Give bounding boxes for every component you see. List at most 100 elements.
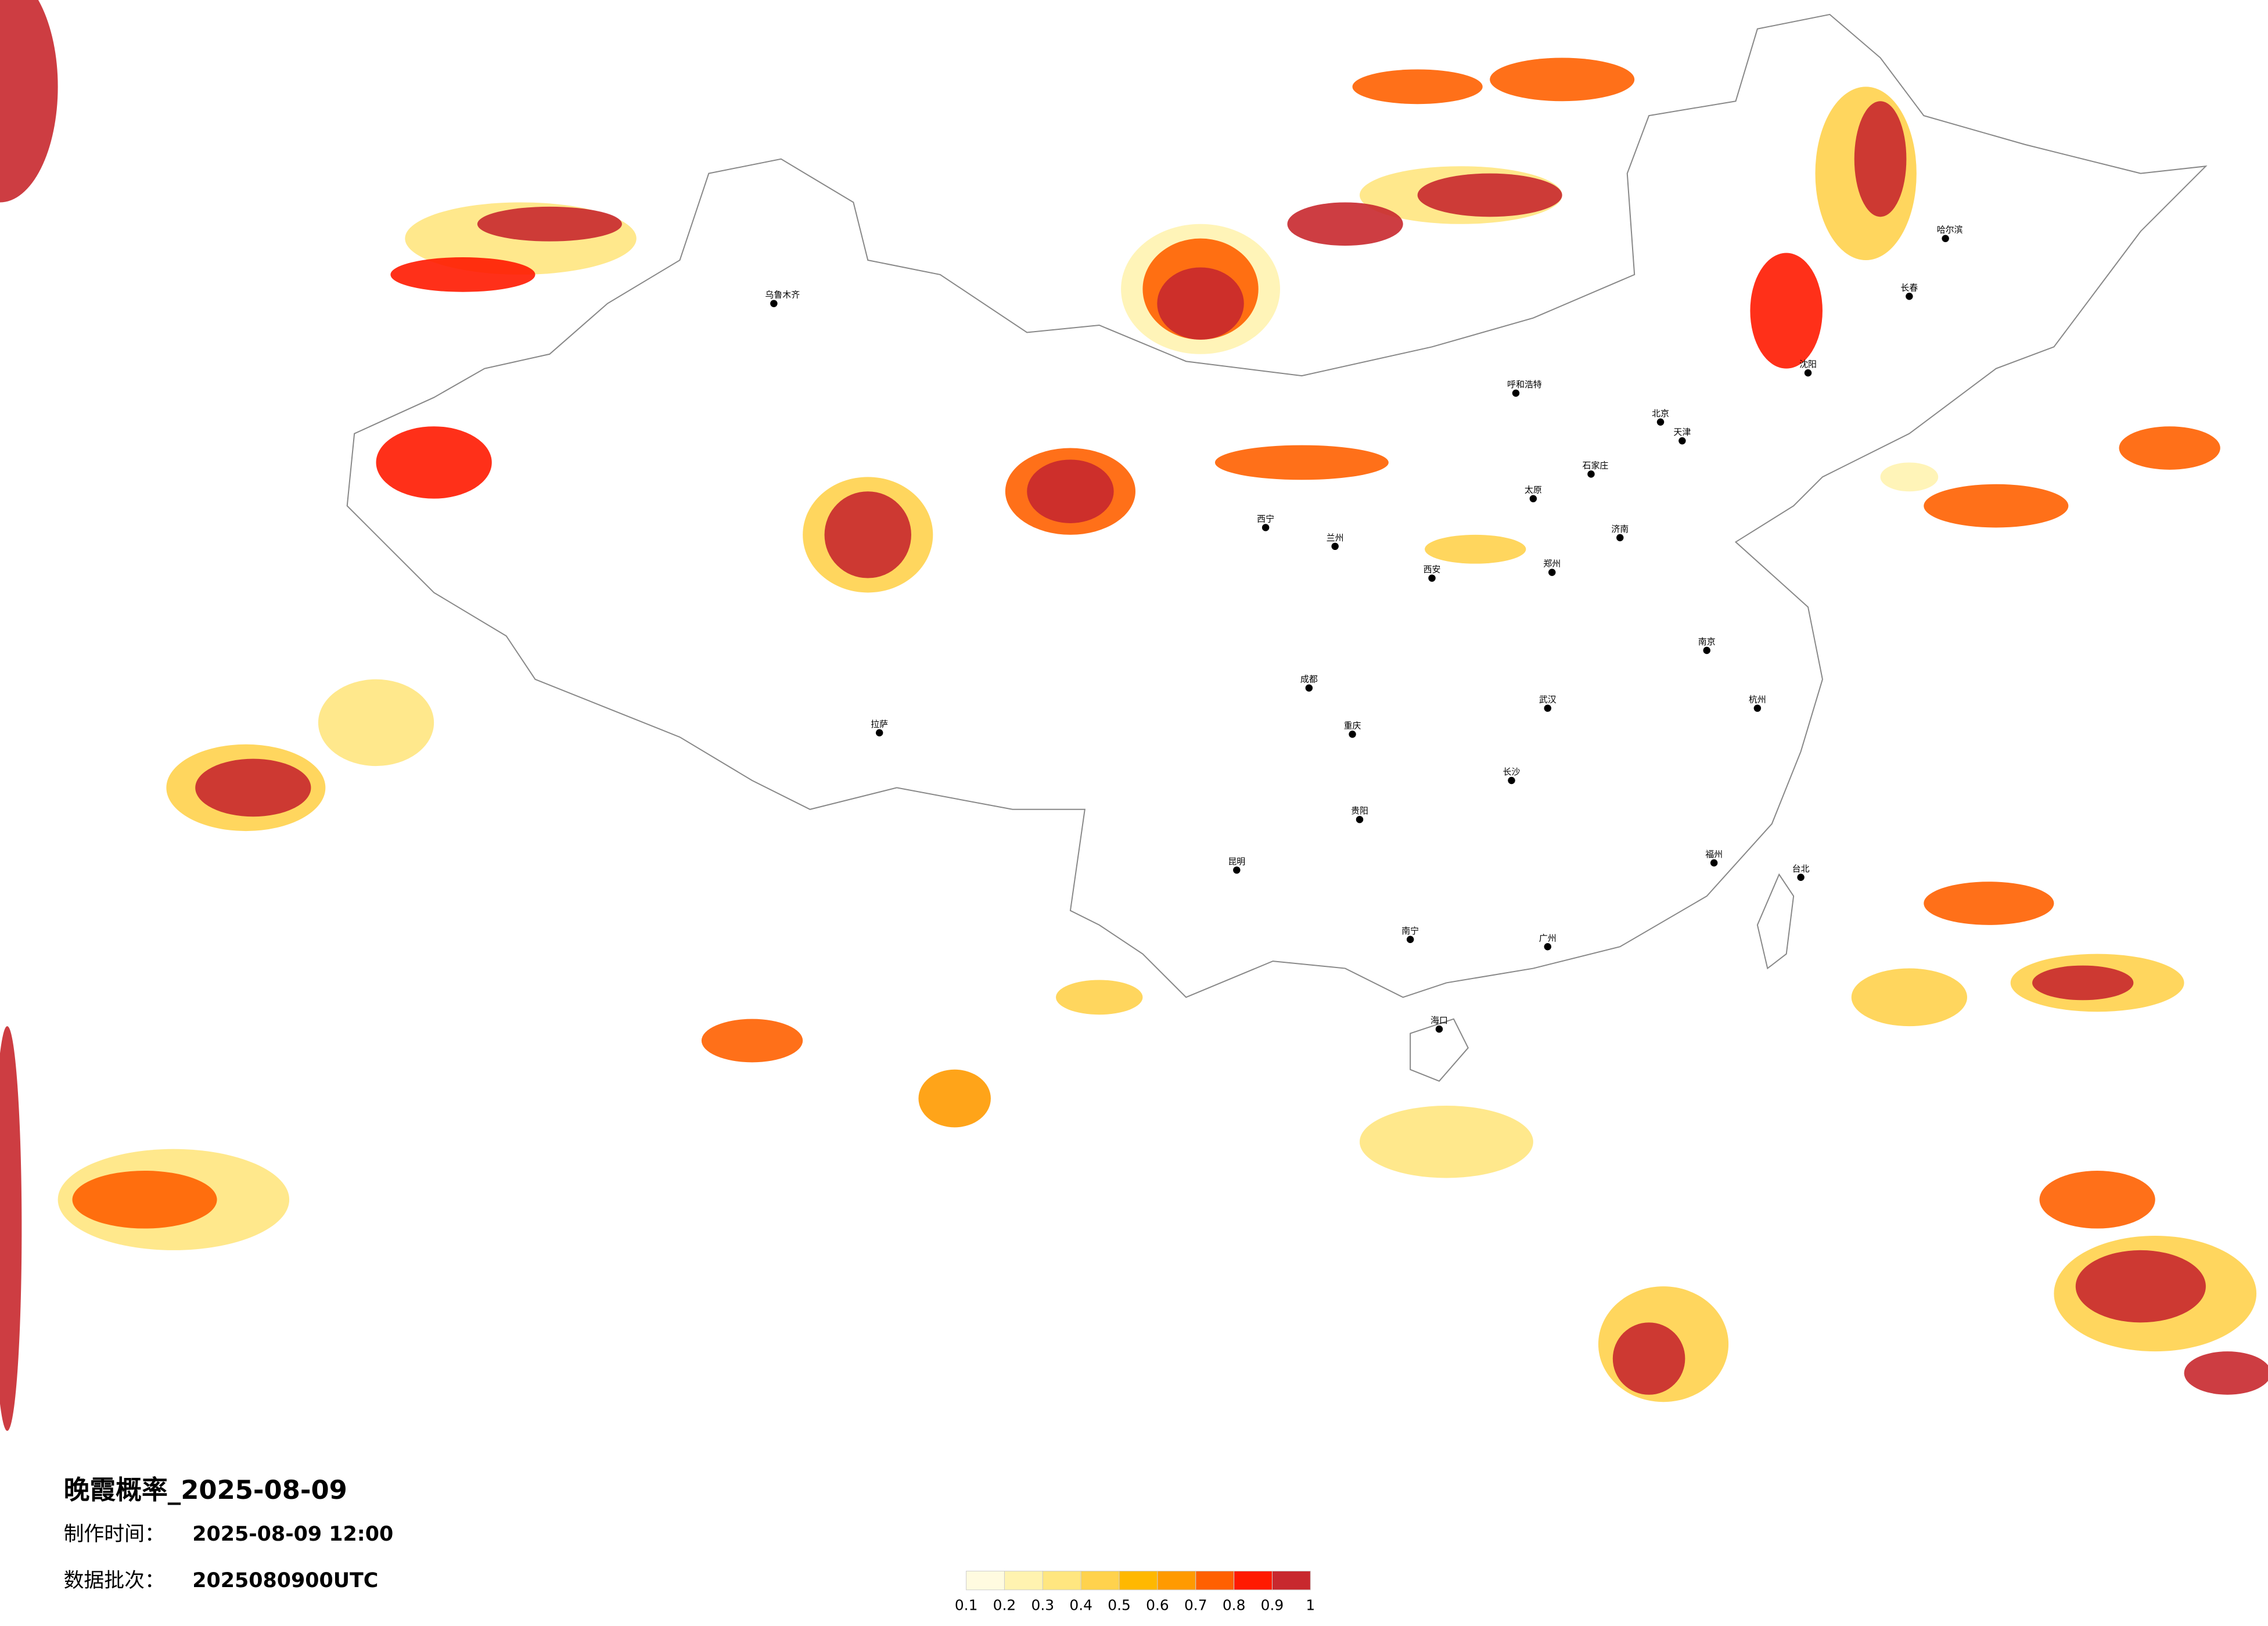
heat-blob xyxy=(1417,173,1562,217)
colorbar-label: 1 xyxy=(1306,1597,1315,1614)
colorbar-label: 0.4 xyxy=(1069,1597,1092,1614)
city-label: 石家庄 xyxy=(1583,460,1609,470)
heat-blob xyxy=(1924,882,2054,925)
city-dot xyxy=(1544,704,1551,712)
city-dot xyxy=(1587,470,1595,478)
city-label: 天津 xyxy=(1673,427,1691,437)
city-label: 南宁 xyxy=(1401,926,1419,936)
city-label: 哈尔滨 xyxy=(1937,225,1963,235)
city-dot xyxy=(1656,418,1665,426)
heat-blob xyxy=(318,679,434,767)
city-dot xyxy=(1349,731,1356,738)
city-dot xyxy=(1797,873,1805,881)
heat-blob xyxy=(0,0,58,203)
colorbar-label: 0.6 xyxy=(1146,1597,1169,1614)
city-label: 成都 xyxy=(1300,674,1318,685)
heat-blob xyxy=(0,1026,22,1431)
city-label: 贵阳 xyxy=(1351,805,1368,816)
heat-blob xyxy=(1287,202,1403,246)
city-label: 郑州 xyxy=(1543,559,1561,569)
city-dot xyxy=(1942,235,1949,242)
city-label: 南京 xyxy=(1698,636,1716,647)
city-dot xyxy=(1548,569,1556,576)
heat-blob xyxy=(2039,1171,2155,1229)
city-dot xyxy=(1678,437,1686,445)
heat-blob xyxy=(1924,484,2069,528)
heat-blob xyxy=(1851,968,1967,1027)
city-label: 重庆 xyxy=(1344,720,1361,731)
city-label: 长沙 xyxy=(1503,767,1521,777)
colorbar-label: 0.8 xyxy=(1223,1597,1246,1614)
colorbar-label: 0.3 xyxy=(1031,1597,1055,1614)
city-label: 兰州 xyxy=(1327,533,1344,543)
colorbar-label: 0.2 xyxy=(993,1597,1016,1614)
heat-blob xyxy=(2032,965,2134,1001)
city-label: 杭州 xyxy=(1749,695,1766,705)
heat-blob xyxy=(2184,1351,2268,1395)
city-label: 沈阳 xyxy=(1799,359,1817,369)
city-dot xyxy=(1406,936,1414,943)
heat-blob xyxy=(1425,534,1526,564)
heat-blob xyxy=(1056,980,1143,1015)
heat-layer xyxy=(0,0,2268,1431)
city-label: 拉萨 xyxy=(871,719,888,729)
colorbar-box xyxy=(1119,1570,1158,1591)
city-label: 乌鲁木齐 xyxy=(765,290,800,300)
heat-blob xyxy=(1360,1106,1533,1178)
city-dot xyxy=(875,729,883,737)
city-label: 广州 xyxy=(1539,933,1557,943)
city-dot xyxy=(1804,369,1812,377)
heat-blob xyxy=(1880,462,1939,492)
batch-label: 数据批次： xyxy=(64,1569,165,1592)
city-label: 太原 xyxy=(1525,485,1542,495)
heat-blob xyxy=(390,257,535,292)
city-label: 呼和浩特 xyxy=(1507,379,1542,390)
colorbar-box xyxy=(1042,1570,1081,1591)
city-dot xyxy=(770,300,778,307)
batch-id: 2025080900UTC xyxy=(192,1569,378,1592)
city-dot xyxy=(1753,704,1762,712)
city-label: 北京 xyxy=(1652,408,1669,419)
heat-blob xyxy=(2119,426,2220,470)
city-dot xyxy=(1356,815,1364,823)
city-label: 西安 xyxy=(1424,564,1441,575)
heat-blob xyxy=(1854,101,1907,217)
colorbar-box xyxy=(966,1570,1005,1591)
colorbar: 0.1 0.2 0.3 0.4 0.5 0.6 0.7 0.8 0.9 1 xyxy=(955,1570,1315,1614)
city-dot xyxy=(1616,534,1624,542)
city-label: 长春 xyxy=(1900,282,1918,293)
city-dot xyxy=(1512,389,1520,397)
map-title: 晚霞概率_2025-08-09 xyxy=(64,1474,347,1505)
city-label: 昆明 xyxy=(1228,856,1245,866)
colorbar-label: 0.7 xyxy=(1184,1597,1207,1614)
city-label: 济南 xyxy=(1611,524,1629,534)
colorbar-box xyxy=(1157,1570,1196,1591)
heat-blob xyxy=(1027,459,1114,523)
city-label: 台北 xyxy=(1792,864,1810,874)
colorbar-box xyxy=(1004,1570,1043,1591)
city-label: 海口 xyxy=(1430,1015,1448,1026)
city-dot xyxy=(1544,943,1551,951)
city-label: 武汉 xyxy=(1539,695,1557,705)
heat-blob xyxy=(1490,57,1635,102)
heat-blob xyxy=(477,206,622,242)
china-outline xyxy=(346,13,2208,998)
city-dot xyxy=(1233,866,1241,874)
taiwan-outline xyxy=(1756,873,1795,970)
heat-blob xyxy=(1750,253,1823,369)
heat-blob xyxy=(701,1019,803,1063)
heat-blob xyxy=(195,758,311,817)
colorbar-label: 0.9 xyxy=(1261,1597,1284,1614)
city-dot xyxy=(1435,1025,1443,1033)
colorbar-label: 0.1 xyxy=(955,1597,978,1614)
heat-blob xyxy=(1352,69,1483,105)
made-label: 制作时间： xyxy=(64,1523,165,1546)
heat-blob xyxy=(824,491,911,578)
heat-blob xyxy=(2075,1250,2206,1323)
heat-blob xyxy=(1157,267,1244,340)
city-dot xyxy=(1529,495,1537,502)
city-dot xyxy=(1331,542,1339,551)
city-dot xyxy=(1710,859,1718,867)
